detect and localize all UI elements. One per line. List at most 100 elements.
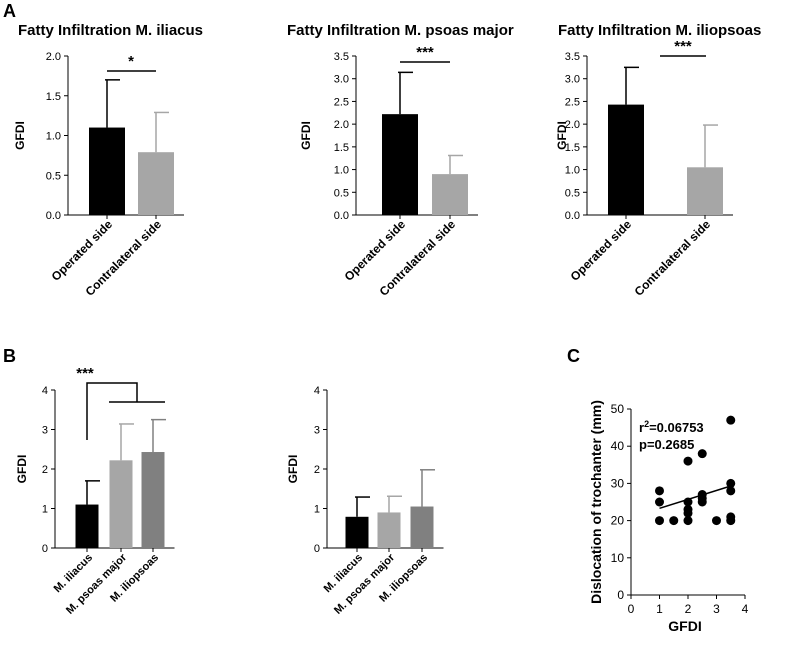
- panel-label-c: C: [567, 346, 580, 366]
- chart-title: Fatty Infiltration M. iliacus: [18, 22, 203, 39]
- bar: [432, 174, 468, 215]
- y-tick-label: 2.0: [334, 119, 349, 131]
- y-axis-label: GFDI: [555, 121, 569, 150]
- bar: [75, 504, 99, 548]
- x-tick-label: M. psoas major: [332, 551, 398, 617]
- bar: [109, 460, 133, 548]
- scatter-point: [697, 449, 707, 459]
- chart-title: Fatty Infiltration M. psoas major: [287, 22, 514, 39]
- y-tick-label: 2.5: [334, 96, 349, 108]
- y-tick-label: 3: [314, 425, 320, 437]
- significance-marker: ***: [416, 44, 434, 61]
- scatter-point: [683, 456, 693, 466]
- r-squared-value: =0.06753: [649, 420, 704, 435]
- scatter-point: [683, 497, 693, 507]
- chart-c: 0 10 20 30 40 50 0 1 2 3 4 Dislocation of trochante…: [588, 400, 749, 634]
- y-tick-label: 2: [314, 464, 320, 476]
- y-tick-label: 1.5: [565, 142, 580, 154]
- y-tick-label: 2.5: [565, 96, 580, 108]
- r-squared-superscript: 2: [644, 419, 649, 429]
- bar: [345, 516, 369, 548]
- y-tick-label: 30: [611, 476, 625, 490]
- y-axis-label: GFDI: [286, 455, 300, 484]
- bar: [687, 167, 723, 215]
- significance-bracket: [86, 382, 138, 440]
- scatter-point: [726, 512, 736, 522]
- y-tick-label: 1: [314, 504, 320, 516]
- y-tick-label: 1.5: [46, 91, 61, 103]
- y-tick-label: 20: [611, 514, 625, 528]
- x-tick-label: 4: [742, 602, 749, 616]
- y-tick-label: 0.0: [334, 210, 349, 222]
- scatter-point: [726, 486, 736, 496]
- x-tick-label: 0: [628, 602, 635, 616]
- y-tick-label: 1.0: [334, 165, 349, 177]
- y-tick-label: 4: [314, 385, 320, 397]
- y-tick-label: 0.5: [565, 187, 580, 199]
- x-tick-label: 3: [713, 602, 720, 616]
- chart-a3: Fatty Infiltration M. iliopsoas 0.0 0.5 1.0…: [555, 22, 761, 299]
- r-squared-prefix: r: [639, 420, 644, 435]
- scatter-point: [726, 478, 736, 488]
- scatter-point: [655, 486, 664, 496]
- x-tick-label: 1: [656, 602, 663, 616]
- bar: [608, 104, 644, 215]
- significance-marker: ***: [76, 365, 94, 382]
- scatter-point: [669, 516, 679, 526]
- y-axis-label: GFDI: [299, 121, 313, 150]
- y-tick-label: 0: [314, 543, 320, 555]
- y-axis-label: Dislocation of trochanter (mm): [588, 400, 604, 604]
- x-axis-label: GFDI: [668, 618, 701, 634]
- chart-a2: Fatty Infiltration M. psoas major 0.0 0.5 1…: [287, 22, 514, 299]
- y-tick-label: 2.0: [46, 51, 61, 63]
- bar: [138, 152, 174, 215]
- charts-layer: Fatty Infiltration M. iliacus 0.0 0.5 1.0 1.…: [13, 22, 761, 634]
- x-tick-label: 2: [685, 602, 692, 616]
- y-axis-label: GFDI: [15, 455, 29, 484]
- y-tick-label: 40: [611, 439, 625, 453]
- scatter-point: [726, 415, 736, 425]
- scatter-point: [697, 490, 707, 500]
- y-tick-label: 0.0: [565, 210, 580, 222]
- scatter-point: [655, 516, 664, 526]
- y-tick-label: 0: [42, 543, 48, 555]
- bar: [377, 512, 401, 548]
- significance-marker: *: [128, 53, 134, 70]
- y-tick-label: 1.0: [565, 165, 580, 177]
- y-axis-label: GFDI: [13, 121, 27, 150]
- scatter-point: [683, 516, 693, 526]
- x-tick-label: Contralateral side: [632, 217, 714, 299]
- panel-label-b: B: [3, 346, 16, 366]
- y-tick-label: 0: [617, 588, 624, 602]
- y-tick-label: 4: [42, 385, 48, 397]
- y-tick-label: 3.0: [565, 74, 580, 86]
- y-tick-label: 3.5: [334, 51, 349, 63]
- y-tick-label: 0.5: [46, 170, 61, 182]
- scatter-point: [683, 504, 693, 514]
- chart-a1: Fatty Infiltration M. iliacus 0.0 0.5 1.0 1.…: [13, 22, 203, 299]
- panel-label-a: A: [3, 1, 16, 21]
- y-tick-label: 50: [611, 402, 625, 416]
- x-tick-label: Operated side: [568, 217, 635, 284]
- r-squared-text: r2=0.06753: [639, 419, 704, 435]
- bar: [382, 114, 418, 215]
- regression-line: [659, 485, 731, 510]
- bar: [89, 127, 125, 215]
- chart-title: Fatty Infiltration M. iliopsoas: [558, 22, 761, 39]
- y-tick-label: 1.5: [334, 142, 349, 154]
- y-tick-label: 0.5: [334, 187, 349, 199]
- y-tick-label: 3.0: [334, 74, 349, 86]
- bar: [410, 506, 434, 548]
- y-tick-label: 10: [611, 551, 625, 565]
- p-value-text: p=0.2685: [639, 437, 694, 452]
- y-tick-label: 2: [42, 464, 48, 476]
- y-tick-label: 3: [42, 425, 48, 437]
- y-tick-label: 3.5: [565, 51, 580, 63]
- y-tick-label: 1.0: [46, 131, 61, 143]
- y-tick-label: 2.0: [565, 119, 580, 131]
- significance-marker: ***: [674, 38, 692, 55]
- scatter-point: [712, 516, 721, 526]
